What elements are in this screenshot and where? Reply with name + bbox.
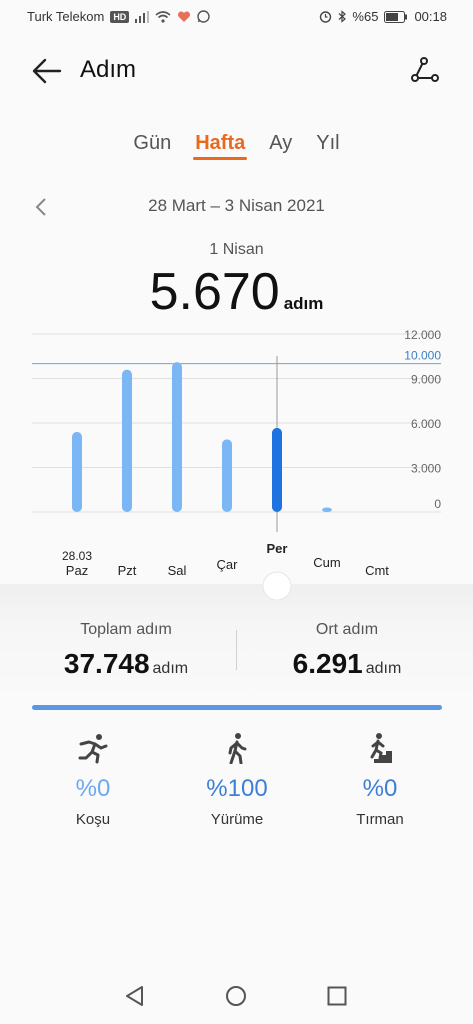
network-badge: HD: [110, 10, 130, 23]
average-steps-number: 6.291: [292, 648, 363, 679]
date-range: 28 Mart – 3 Nisan 2021: [148, 196, 325, 215]
y-tick-label: 3.000: [411, 462, 441, 476]
x-tick-label: Sal: [168, 563, 187, 578]
chart-bar: [322, 507, 332, 512]
activity-running[interactable]: %0 Koşu: [33, 732, 153, 828]
activity-walking[interactable]: %100 Yürüme: [177, 732, 297, 828]
chart-bar: [222, 439, 232, 512]
chart-bar: [72, 431, 82, 512]
bluetooth-icon: [339, 10, 347, 23]
activity-progress-bar: [32, 705, 442, 710]
running-percent: %0: [75, 775, 111, 802]
arrow-left-icon[interactable]: [32, 58, 62, 84]
total-steps-number: 37.748: [63, 648, 150, 679]
tab-day[interactable]: Gün: [133, 132, 172, 154]
y-tick-label: 9.000: [411, 373, 441, 387]
stats-divider: [236, 630, 237, 670]
selected-day: 1 Nisan: [209, 241, 264, 258]
y-tick-label: 0: [434, 497, 441, 511]
app-bar: Adım: [0, 44, 473, 100]
selection-knob: [262, 571, 292, 600]
selected-value: 5.670 adım: [0, 262, 473, 322]
activity-climbing[interactable]: %0 Tırman: [320, 732, 440, 828]
status-bar: Turk Telekom HD %65 00:18: [0, 0, 473, 34]
climbing-percent: %0: [362, 775, 398, 802]
climbing-icon: [368, 733, 392, 763]
signal-icon: [135, 10, 150, 23]
alarm-icon: [320, 11, 332, 23]
battery-icon: [384, 10, 408, 23]
running-icon: [78, 734, 108, 764]
x-date-label: 28.03: [62, 549, 92, 563]
y-tick-label: 6.000: [411, 417, 441, 431]
wifi-icon: [155, 10, 171, 23]
x-tick-label: Pzt: [118, 563, 137, 578]
previous-week-chevron-icon[interactable]: [34, 197, 48, 217]
x-tick-label: Per: [267, 541, 288, 556]
walking-percent: %100: [206, 775, 268, 802]
selected-unit: adım: [283, 294, 324, 313]
chart-bar: [272, 427, 282, 512]
x-tick-label: Çar: [217, 557, 239, 572]
climbing-label: Tırman: [356, 811, 404, 828]
chart-bar: [172, 362, 182, 512]
average-steps-unit: adım: [365, 660, 402, 677]
battery-percent: %65: [352, 9, 379, 24]
system-nav-bar: [0, 964, 473, 1024]
average-steps-value: 6.291 adım: [247, 648, 447, 680]
tab-week[interactable]: Hafta: [193, 130, 248, 160]
clock-time: 00:18: [414, 9, 447, 24]
nav-back-icon[interactable]: [124, 985, 146, 1007]
total-steps-label: Toplam adım: [80, 621, 172, 638]
carrier-name: Turk Telekom: [27, 9, 105, 24]
total-steps-value: 37.748 adım: [26, 648, 226, 680]
x-tick-label: Cmt: [365, 563, 389, 578]
period-tabs: Gün Hafta Ay Yıl: [0, 130, 473, 160]
selected-steps: 5.670: [149, 263, 280, 321]
average-steps-label: Ort adım: [315, 621, 379, 638]
walking-label: Yürüme: [210, 811, 264, 828]
tab-month[interactable]: Ay: [269, 132, 293, 154]
nav-home-icon[interactable]: [225, 985, 247, 1007]
tab-year[interactable]: Yıl: [316, 132, 340, 154]
running-label: Koşu: [75, 811, 111, 828]
total-steps-unit: adım: [152, 660, 189, 677]
nav-recents-icon[interactable]: [327, 986, 347, 1006]
whatsapp-icon: [197, 10, 211, 23]
route-share-icon[interactable]: [410, 56, 440, 84]
y-tick-label: 12.000: [404, 328, 441, 342]
x-tick-label: Paz: [66, 563, 88, 578]
chart-bar: [122, 369, 132, 512]
goal-label: 10.000: [404, 349, 441, 363]
walking-icon: [228, 733, 247, 765]
x-tick-label: Cum: [313, 555, 340, 570]
health-heart-icon: [178, 10, 191, 22]
page-title: Adım: [80, 56, 137, 83]
